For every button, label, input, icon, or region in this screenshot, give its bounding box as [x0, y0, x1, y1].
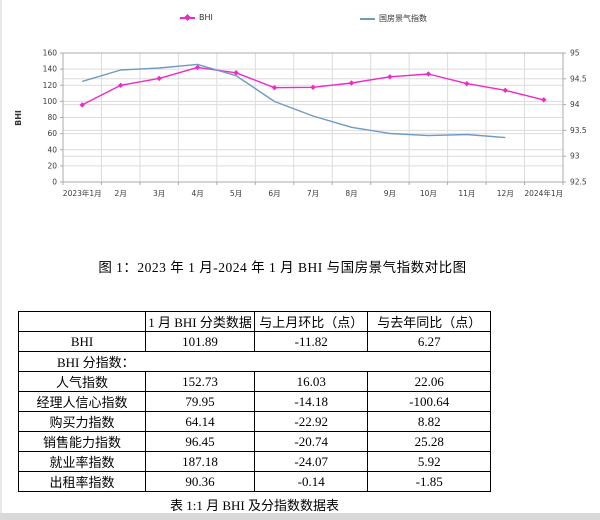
table-cell: -24.07: [253, 451, 369, 472]
table-cell: 152.73: [145, 371, 255, 392]
svg-text:93: 93: [570, 152, 580, 161]
svg-text:12月: 12月: [497, 189, 514, 198]
table-cell: 101.89: [145, 331, 255, 352]
table-cell: 5.92: [367, 451, 491, 472]
table-row: 出租率指数 90.36 -0.14 -1.85: [17, 471, 491, 492]
guofang-line: [82, 63, 506, 139]
table-cell: 64.14: [145, 411, 255, 432]
svg-text:7月: 7月: [307, 189, 319, 198]
figure-caption: 图 1：2023 年 1 月-2024 年 1 月 BHI 与国房景气指数对比图: [98, 260, 467, 275]
table-cell: -100.64: [367, 391, 491, 412]
svg-text:94: 94: [570, 100, 580, 109]
svg-text:60: 60: [47, 129, 57, 138]
bhi-marker: [502, 87, 509, 94]
svg-text:10月: 10月: [420, 189, 437, 198]
svg-text:20: 20: [47, 161, 57, 170]
page-left-edge: [0, 0, 2, 520]
table-cell: 16.03: [253, 371, 369, 392]
table-header-yoy: 与去年同比（点）: [367, 311, 491, 332]
svg-text:2月: 2月: [115, 189, 127, 198]
table-row: 购买力指数 64.14 -22.92 8.82: [17, 411, 491, 432]
bhi-marker: [194, 64, 201, 71]
bhi-marker: [348, 80, 355, 86]
bhi-comparison-line-chart: 0 20 40 60 80 100 120 140 160 92.5 93 93.5 94 94.5 95 2…: [14, 49, 587, 199]
legend-label-bhi: BHI: [199, 13, 213, 22]
row-label: 经理人信心指数: [17, 391, 147, 412]
svg-text:95: 95: [570, 49, 580, 58]
table-cell: -20.74: [253, 431, 369, 452]
svg-text:0: 0: [52, 178, 57, 187]
page-bottom-edge: [0, 513, 600, 520]
table-row: BHI 分指数：: [18, 351, 491, 372]
table-row: 人气指数 152.73 16.03 22.06: [17, 371, 491, 392]
table-section-label: BHI 分指数：: [18, 351, 491, 372]
table-header-row: 1 月 BHI 分类数据 与上月环比（点） 与去年同比（点）: [17, 311, 491, 332]
svg-text:6月: 6月: [268, 189, 280, 198]
svg-text:92.5: 92.5: [570, 178, 587, 187]
row-label: 人气指数: [17, 371, 147, 392]
svg-text:94.5: 94.5: [570, 74, 587, 83]
svg-text:100: 100: [43, 97, 58, 106]
table-cell: -1.85: [367, 471, 491, 492]
table-row: BHI 101.89 -11.82 6.27: [17, 331, 491, 352]
table-cell: -0.14: [253, 471, 369, 492]
bhi-marker: [156, 75, 162, 82]
table-row: 经理人信心指数 79.95 -14.18 -100.64: [17, 391, 491, 412]
svg-text:BHI: BHI: [14, 110, 23, 126]
table-caption: 表 1:1 月 BHI 及分指数数据表: [169, 498, 339, 513]
row-label: 销售能力指数: [17, 431, 147, 452]
svg-text:40: 40: [47, 145, 57, 154]
svg-text:160: 160: [43, 49, 58, 58]
row-label: 出租率指数: [17, 471, 147, 492]
table-cell: 8.82: [367, 411, 491, 432]
legend-label-guofang: 国房景气指数: [379, 14, 427, 23]
bhi-data-table: 1 月 BHI 分类数据 与上月环比（点） 与去年同比（点） BHI 101.89…: [17, 311, 491, 492]
svg-text:5月: 5月: [230, 189, 242, 198]
bhi-marker: [310, 84, 316, 91]
legend-item-bhi: BHI: [180, 13, 213, 22]
svg-text:2023年1月: 2023年1月: [63, 188, 102, 198]
row-label: 就业率指数: [17, 451, 147, 472]
guofang-legend-line-icon: [360, 17, 375, 20]
bhi-legend-line-icon: [180, 13, 195, 21]
table-cell: 187.18: [145, 451, 255, 472]
table-cell: -22.92: [253, 411, 369, 432]
bhi-marker: [271, 84, 278, 91]
row-label: 购买力指数: [17, 411, 147, 432]
svg-text:140: 140: [43, 65, 58, 74]
table-cell: -14.18: [253, 391, 369, 412]
bhi-marker: [425, 71, 432, 77]
table-cell: 25.28: [367, 431, 491, 452]
bhi-marker: [387, 74, 393, 80]
table-row: 销售能力指数 96.45 -20.74 25.28: [17, 431, 491, 452]
table-header-blank: [17, 311, 147, 332]
bhi-marker: [541, 97, 547, 103]
svg-text:120: 120: [43, 81, 58, 90]
table-cell: 79.95: [145, 391, 255, 412]
table-header-mom: 与上月环比（点）: [253, 311, 369, 332]
row-label: BHI: [17, 331, 147, 352]
legend-item-guofang: 国房景气指数: [360, 13, 427, 24]
bhi-marker: [79, 102, 85, 108]
svg-text:3月: 3月: [153, 189, 165, 198]
table-header-jan-data: 1 月 BHI 分类数据: [145, 311, 255, 332]
svg-text:8月: 8月: [345, 189, 357, 198]
table-cell: 90.36: [145, 471, 255, 492]
svg-text:80: 80: [47, 113, 57, 122]
svg-text:93.5: 93.5: [570, 126, 587, 135]
svg-text:9月: 9月: [384, 189, 396, 198]
svg-text:11月: 11月: [458, 189, 475, 198]
bhi-marker: [233, 70, 239, 76]
table-cell: 22.06: [367, 371, 491, 392]
svg-text:2024年1月: 2024年1月: [524, 188, 563, 198]
table-row: 就业率指数 187.18 -24.07 5.92: [17, 451, 491, 472]
table-cell: -11.82: [253, 331, 369, 352]
bhi-marker: [464, 80, 470, 87]
table-cell: 6.27: [367, 331, 491, 352]
bhi-marker: [117, 82, 124, 89]
table-cell: 96.45: [145, 431, 255, 452]
svg-text:4月: 4月: [191, 189, 203, 198]
